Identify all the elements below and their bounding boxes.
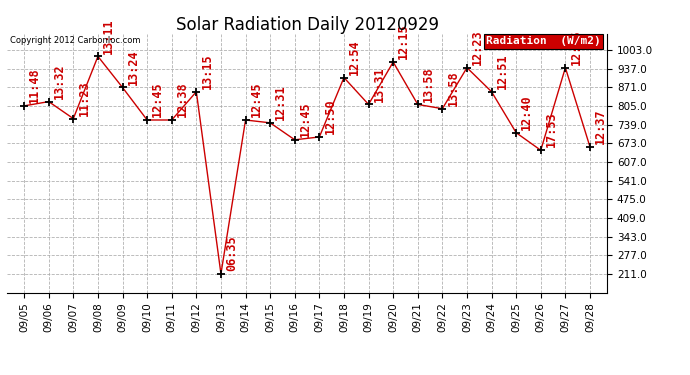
Text: Copyright 2012 Carbonloc.com: Copyright 2012 Carbonloc.com <box>10 36 140 45</box>
Text: 12:23: 12:23 <box>471 29 484 65</box>
Text: 11:23: 11:23 <box>77 80 90 116</box>
Text: 12:31: 12:31 <box>275 84 287 120</box>
Text: 13:58: 13:58 <box>422 66 435 102</box>
Text: 13:11: 13:11 <box>102 18 115 54</box>
Text: 06:35: 06:35 <box>225 236 238 271</box>
Text: 12:51: 12:51 <box>495 53 509 89</box>
Title: Solar Radiation Daily 20120929: Solar Radiation Daily 20120929 <box>175 16 439 34</box>
Text: 12:05: 12:05 <box>569 29 582 65</box>
Text: 12:45: 12:45 <box>151 82 164 117</box>
Text: 12:45: 12:45 <box>250 82 263 117</box>
Text: 12:37: 12:37 <box>594 108 607 144</box>
Text: 13:31: 13:31 <box>373 66 386 102</box>
Text: 13:24: 13:24 <box>127 49 139 85</box>
Text: 11:48: 11:48 <box>28 68 41 103</box>
Text: 12:50: 12:50 <box>324 99 337 134</box>
Text: 13:15: 13:15 <box>201 53 213 89</box>
Text: 17:53: 17:53 <box>545 112 558 147</box>
Text: 12:15: 12:15 <box>397 24 411 59</box>
Text: 12:40: 12:40 <box>520 94 533 130</box>
Text: Radiation  (W/m2): Radiation (W/m2) <box>486 36 601 46</box>
Text: 12:54: 12:54 <box>348 39 361 75</box>
Text: 13:32: 13:32 <box>53 63 66 99</box>
Text: 12:38: 12:38 <box>176 82 189 117</box>
Text: 12:45: 12:45 <box>299 101 312 137</box>
Text: 13:58: 13:58 <box>446 70 460 106</box>
